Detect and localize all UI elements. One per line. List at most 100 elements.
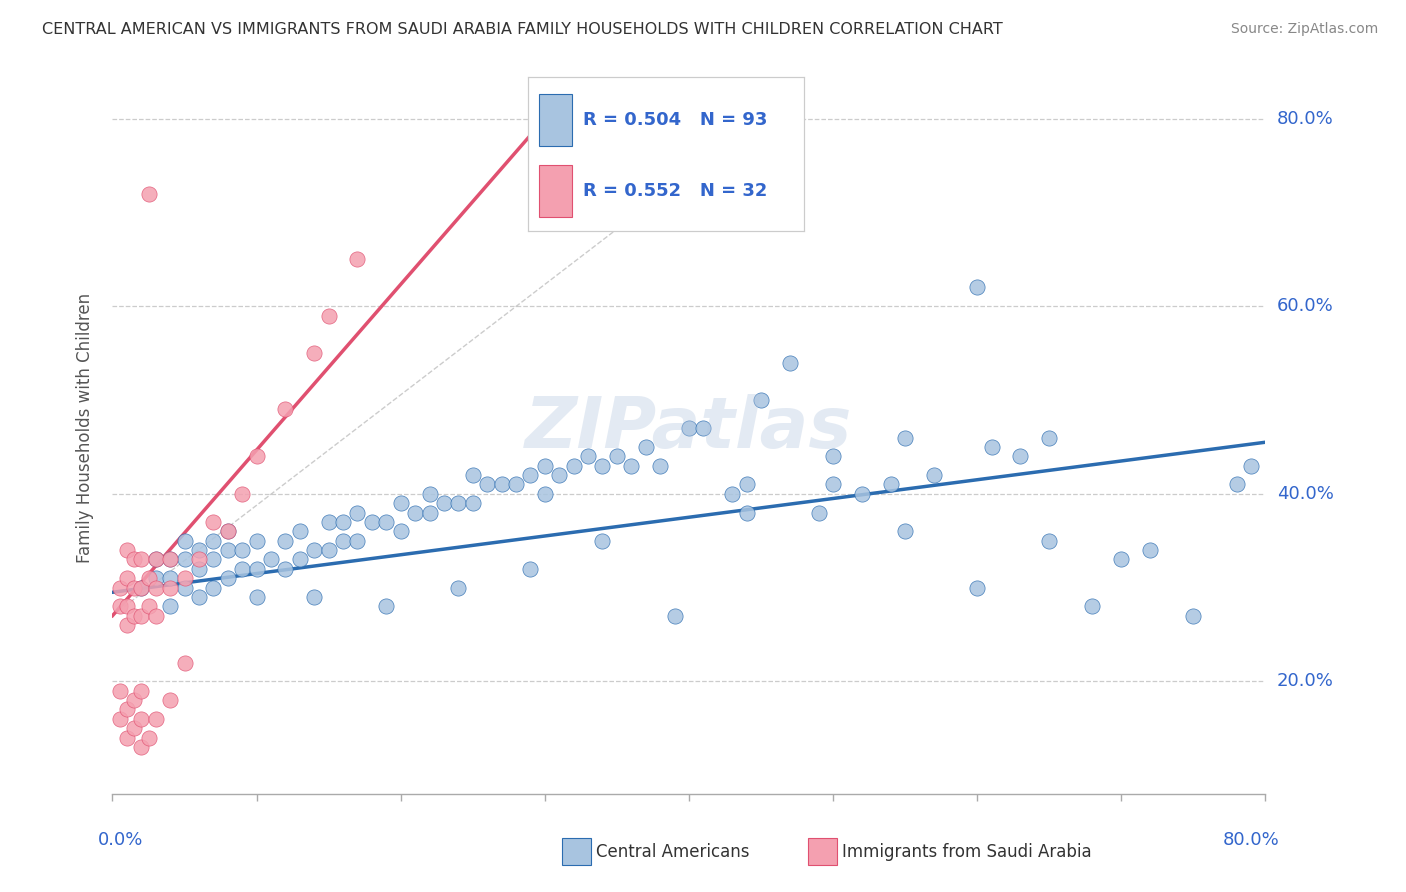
Text: 80.0%: 80.0% bbox=[1277, 110, 1334, 128]
Point bbox=[138, 186, 160, 201]
Point bbox=[1182, 608, 1205, 623]
Text: R = 0.504   N = 93: R = 0.504 N = 93 bbox=[583, 112, 768, 129]
Point bbox=[122, 693, 145, 707]
Point bbox=[1111, 552, 1133, 566]
Point bbox=[115, 599, 138, 614]
Point bbox=[129, 683, 153, 698]
Point bbox=[145, 581, 167, 595]
Point bbox=[304, 590, 326, 604]
Point bbox=[159, 581, 181, 595]
Point bbox=[122, 581, 145, 595]
Point bbox=[447, 496, 470, 510]
Point bbox=[231, 543, 253, 558]
Text: Immigrants from Saudi Arabia: Immigrants from Saudi Arabia bbox=[842, 843, 1092, 861]
Point bbox=[821, 477, 844, 491]
Point bbox=[115, 543, 138, 558]
Point bbox=[1038, 431, 1060, 445]
Text: 20.0%: 20.0% bbox=[1277, 673, 1334, 690]
Text: ZIPatlas: ZIPatlas bbox=[526, 393, 852, 463]
Point bbox=[534, 458, 557, 473]
FancyBboxPatch shape bbox=[538, 165, 572, 217]
Point bbox=[346, 533, 368, 548]
Point bbox=[108, 599, 131, 614]
Point bbox=[217, 524, 239, 539]
Point bbox=[288, 552, 311, 566]
Point bbox=[159, 552, 181, 566]
Text: Central Americans: Central Americans bbox=[596, 843, 749, 861]
Point bbox=[447, 581, 470, 595]
Point bbox=[115, 618, 138, 632]
Point bbox=[505, 477, 527, 491]
Point bbox=[138, 599, 160, 614]
Point bbox=[692, 421, 714, 435]
Point bbox=[159, 599, 181, 614]
Point bbox=[1038, 533, 1060, 548]
Point bbox=[188, 543, 211, 558]
Point bbox=[188, 552, 211, 566]
Point bbox=[246, 533, 269, 548]
Point bbox=[1010, 450, 1032, 464]
Point bbox=[115, 731, 138, 745]
Point bbox=[461, 496, 484, 510]
Point bbox=[779, 355, 801, 369]
Point bbox=[375, 515, 398, 529]
Point bbox=[159, 552, 181, 566]
Point bbox=[1240, 458, 1263, 473]
Point bbox=[217, 543, 239, 558]
Point bbox=[664, 608, 686, 623]
Point bbox=[592, 533, 614, 548]
Point bbox=[115, 702, 138, 716]
Point bbox=[894, 524, 917, 539]
Text: 60.0%: 60.0% bbox=[1277, 297, 1334, 315]
Point bbox=[475, 477, 499, 491]
Point bbox=[304, 346, 326, 360]
Point bbox=[548, 468, 571, 483]
Point bbox=[534, 487, 557, 501]
Point bbox=[1081, 599, 1104, 614]
Point bbox=[1226, 477, 1249, 491]
Point bbox=[922, 468, 945, 483]
Point bbox=[129, 552, 153, 566]
Point bbox=[246, 562, 269, 576]
Point bbox=[173, 571, 195, 585]
Point bbox=[231, 487, 253, 501]
Point bbox=[419, 506, 441, 520]
Point bbox=[807, 506, 830, 520]
Point bbox=[519, 468, 541, 483]
Point bbox=[721, 487, 744, 501]
Point bbox=[108, 581, 131, 595]
Point bbox=[346, 506, 368, 520]
Point bbox=[108, 712, 131, 726]
Point bbox=[389, 496, 412, 510]
Point bbox=[318, 543, 340, 558]
Point bbox=[332, 533, 354, 548]
Point bbox=[115, 571, 138, 585]
Point bbox=[173, 656, 195, 670]
Point bbox=[138, 731, 160, 745]
Point bbox=[274, 533, 297, 548]
Point bbox=[145, 552, 167, 566]
Point bbox=[202, 515, 225, 529]
Point bbox=[749, 392, 772, 407]
Point bbox=[491, 477, 513, 491]
Point bbox=[332, 515, 354, 529]
Text: Source: ZipAtlas.com: Source: ZipAtlas.com bbox=[1230, 22, 1378, 37]
Point bbox=[678, 421, 700, 435]
Point bbox=[246, 450, 269, 464]
Point bbox=[159, 571, 181, 585]
Point bbox=[562, 458, 585, 473]
Point bbox=[188, 590, 211, 604]
Point bbox=[592, 458, 614, 473]
Point bbox=[966, 581, 988, 595]
Point bbox=[735, 506, 758, 520]
Text: 40.0%: 40.0% bbox=[1277, 485, 1334, 503]
Point bbox=[260, 552, 283, 566]
Point bbox=[851, 487, 873, 501]
Point bbox=[122, 608, 145, 623]
Point bbox=[288, 524, 311, 539]
Point bbox=[217, 524, 239, 539]
Point bbox=[894, 431, 917, 445]
Point bbox=[231, 562, 253, 576]
Point bbox=[274, 402, 297, 417]
Point bbox=[202, 533, 225, 548]
